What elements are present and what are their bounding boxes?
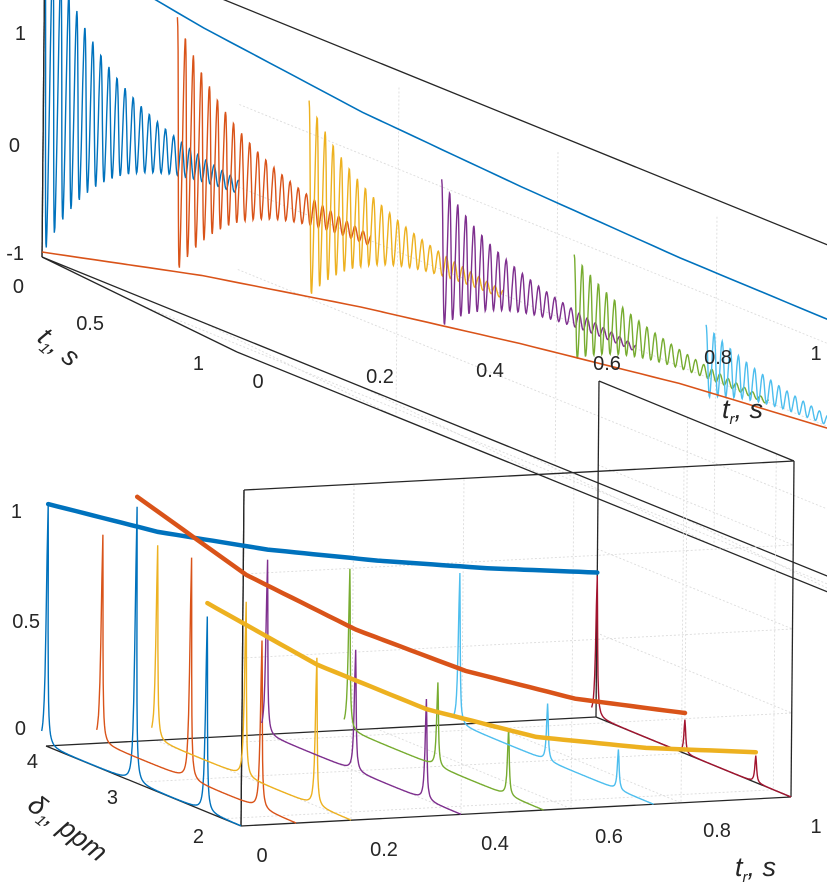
bottom-box-edge-6 [595,380,600,718]
top-x-tick-1: 0.2 [366,366,394,388]
bottom-trace-0 [41,503,242,827]
bottom-x-tick-3: 0.6 [595,826,623,848]
bottom-x-tick-0: 0 [256,845,267,867]
top-z-tick-0: 1 [15,23,26,45]
bottom-grid-y-1 [223,453,777,820]
top-x-tick-4: 0.8 [704,347,732,369]
top-x-tick-0: 0 [252,371,263,393]
top-box-edge-7 [236,351,827,593]
top-box-edge-8 [41,256,238,353]
bottom-grid-z-0 [241,632,792,743]
bottom-envelope-1 [134,494,688,716]
top-axis-box [41,0,827,593]
bottom-trace-4 [343,568,544,811]
top-box-edge-1 [222,0,827,246]
bottom-trace-3 [261,559,462,815]
bottom-grid-x-1 [265,478,465,816]
bottom-z-tick-1: 0.5 [12,611,40,633]
top-y-tick-0: 0 [13,276,24,298]
bottom-y-axis-label: δ1, ppm [20,789,113,871]
bottom-grid-z-1 [242,548,793,659]
top-y-tick-1: 0.5 [76,313,104,335]
top-grid-x-3 [677,514,827,589]
top-x-axis-label: tr, s [722,394,763,428]
top-x-tick-2: 0.4 [476,360,504,382]
bottom-box-edge-1 [243,460,795,491]
top-traces [41,0,827,429]
top-trace-2 [308,100,504,298]
top-y-tick-2: 1 [193,353,204,375]
bottom-x-axis-label: tr, s [735,852,776,886]
bottom-traces [41,494,792,827]
top-x-tick-3: 0.6 [593,353,621,375]
top-grid-z-0 [237,269,827,510]
bottom-x-tick-1: 0.2 [370,839,398,861]
bottom-x-tick-2: 0.4 [481,833,509,855]
top-trace-4 [573,254,769,404]
top-envelope-1 [41,251,827,429]
bottom-grid-x-3 [485,466,685,804]
bottom-y-tick-1: 3 [107,787,118,809]
bottom-y-tick-2: 2 [193,826,204,848]
bottom-envelope-0 [45,501,600,575]
time-domain-panel: 1 0 -1 0 0.5 1 0 0.2 0.4 0.6 0.8 1 tr, s… [6,0,827,593]
top-grid-x-2 [518,215,718,547]
bottom-box-edge-3 [790,460,795,798]
bottom-z-tick-2: 0 [15,718,26,740]
bottom-tick-labels: 1 0.5 0 4 3 2 0 0.2 0.4 0.6 0.8 1 [11,501,822,867]
top-x-tick-5: 1 [810,343,821,365]
bottom-x-tick-5: 1 [810,816,821,838]
top-trace-5 [705,324,827,425]
top-z-tick-1: 0 [9,135,20,157]
bottom-box-edge-5 [598,380,795,462]
top-trace-1 [176,17,372,268]
top-box-edge-0 [41,256,827,577]
bottom-grid-y-0 [134,417,689,783]
bottom-envelope-2 [205,600,759,755]
bottom-trace-2 [151,545,352,821]
spectra-panel: 1 0.5 0 4 3 2 0 0.2 0.4 0.6 0.8 1 tr, s … [11,380,822,886]
top-tick-labels: 1 0 -1 0 0.5 1 0 0.2 0.4 0.6 0.8 1 [6,23,821,393]
top-z-tick-2: -1 [6,243,24,265]
top-trace-0 [44,0,239,248]
bottom-trace-6 [590,575,792,798]
top-envelope-0 [154,0,827,320]
bottom-trace-1 [96,534,297,824]
bottom-trace-5 [453,572,654,805]
top-grid-x-1 [359,151,559,482]
bottom-box-edge-0 [240,796,792,827]
top-box-edge-9 [41,0,45,258]
top-trace-3 [441,179,637,351]
bottom-y-tick-0: 4 [27,751,38,773]
bottom-z-tick-0: 1 [11,501,22,523]
bottom-x-tick-4: 0.8 [703,820,731,842]
bottom-grid-x-2 [375,472,575,810]
